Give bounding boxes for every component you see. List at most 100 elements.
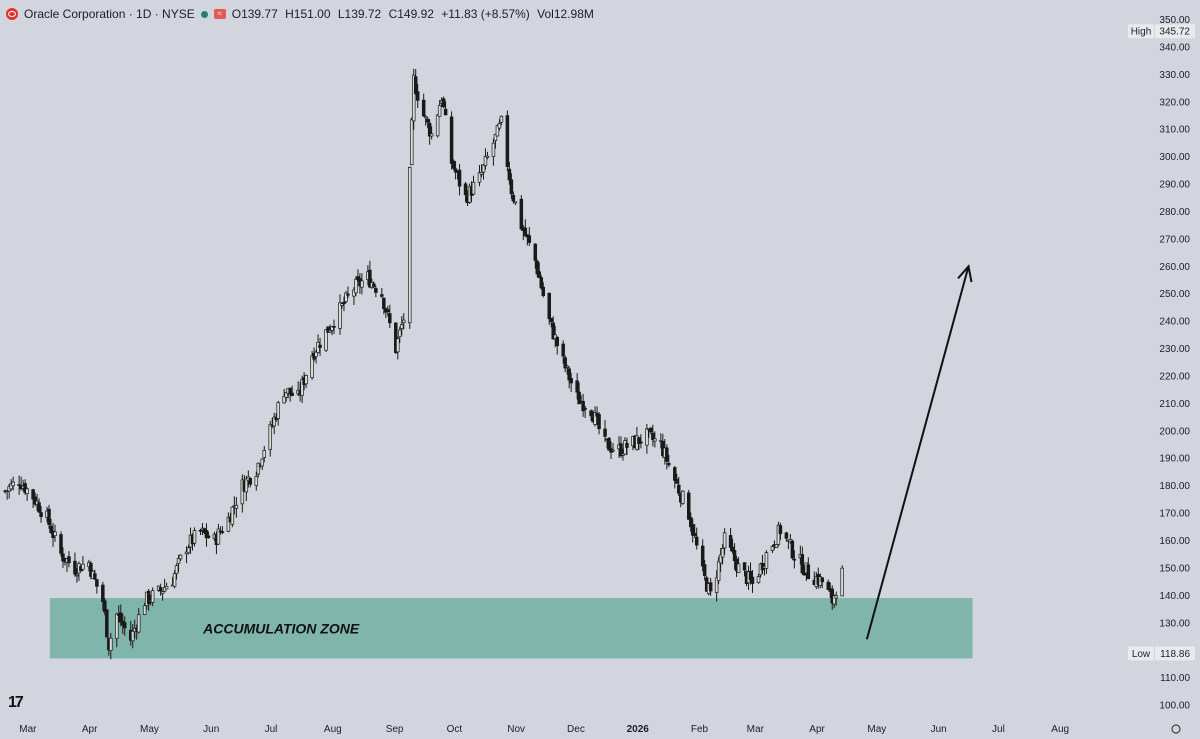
candle-body	[427, 122, 432, 137]
candle	[425, 117, 430, 129]
candle-body	[25, 488, 29, 494]
high-value-box	[1155, 24, 1195, 39]
candle-body	[702, 564, 707, 576]
price-tick-label: 260.00	[1159, 262, 1190, 273]
candle-body	[300, 378, 304, 396]
candle-body	[479, 171, 484, 175]
candle	[686, 489, 691, 520]
candle-body	[409, 119, 414, 166]
candle-body	[380, 294, 384, 297]
price-tick-label: 300.00	[1159, 152, 1190, 163]
candle	[93, 569, 97, 581]
candle	[254, 471, 259, 491]
axis-settings-icon[interactable]	[1171, 724, 1181, 734]
candle-body	[31, 489, 35, 500]
candle-body	[535, 260, 540, 275]
candle	[268, 420, 272, 457]
candle-body	[806, 564, 811, 579]
candle	[332, 319, 336, 334]
candle	[176, 554, 181, 573]
tradingview-logo[interactable]: 17	[8, 694, 24, 711]
candle-body	[597, 414, 601, 429]
candle	[276, 400, 280, 426]
candle	[611, 442, 615, 453]
candle-body	[382, 297, 386, 309]
candle	[248, 477, 253, 488]
candle	[716, 556, 721, 585]
price-axis[interactable]: 100.00110.00120.00130.00140.00150.00160.…	[1128, 15, 1195, 712]
candle-body	[607, 437, 611, 451]
candle-body	[400, 324, 404, 329]
candle-body	[372, 283, 376, 287]
candle	[324, 329, 328, 352]
price-tick-label: 290.00	[1159, 180, 1190, 191]
low-key: L	[337, 7, 345, 21]
candle-body	[130, 630, 135, 642]
candle	[158, 583, 163, 596]
candle-body	[192, 530, 197, 544]
candle	[25, 487, 29, 501]
high-value: 151.00	[293, 7, 331, 21]
candle-body	[722, 532, 727, 549]
candle-body	[692, 533, 697, 536]
candle	[778, 522, 783, 540]
candle	[409, 117, 414, 166]
candle	[702, 560, 707, 581]
price-tick-label: 220.00	[1159, 371, 1190, 382]
candle-body	[716, 560, 721, 581]
candle-body	[330, 326, 334, 331]
candle-body	[318, 344, 322, 348]
candle	[485, 151, 490, 160]
candle	[437, 99, 442, 117]
candle	[310, 351, 314, 380]
time-axis[interactable]: Mar Apr May Jun Jul Aug Sep Oct Nov Dec 2026 Feb Mar…	[19, 724, 1181, 735]
candle	[790, 539, 795, 560]
candle	[720, 544, 725, 565]
price-tick-label: 230.00	[1159, 344, 1190, 355]
candle	[637, 437, 641, 451]
candle-body	[441, 98, 446, 108]
candle	[81, 556, 85, 571]
candle-body	[174, 565, 179, 574]
low-marker-label: Low	[1132, 649, 1151, 660]
candle	[9, 479, 13, 492]
candle	[192, 527, 197, 547]
candle	[549, 317, 553, 328]
candle	[539, 275, 544, 290]
candle	[732, 543, 737, 570]
ohlc-readout: O139.77 H151.00 L139.72 C149.92 +11.83 (…	[232, 7, 598, 21]
candle-body	[262, 450, 267, 458]
price-tick-label: 140.00	[1159, 591, 1190, 602]
candle	[565, 364, 569, 375]
candle-body	[53, 531, 57, 536]
candle	[495, 124, 500, 137]
candle-body	[105, 609, 109, 638]
candle-body	[603, 428, 607, 437]
candle	[541, 282, 546, 298]
high-marker-value: 345.72	[1159, 27, 1190, 38]
candle-body	[23, 483, 27, 493]
candle	[537, 262, 542, 279]
candle-body	[234, 504, 239, 509]
candle-body	[750, 576, 755, 584]
candle	[575, 373, 579, 400]
candle	[360, 273, 364, 295]
candle	[39, 505, 43, 523]
candle	[681, 490, 685, 505]
candle	[443, 101, 448, 116]
candle-body	[563, 357, 567, 369]
candle	[792, 550, 797, 569]
candle	[449, 111, 454, 170]
candle-body	[340, 303, 344, 306]
candle-body	[511, 194, 516, 202]
candle	[748, 562, 753, 585]
candle	[700, 539, 705, 572]
candle	[61, 547, 65, 568]
time-tick-label: Jun	[931, 724, 947, 735]
candle-body	[449, 116, 454, 164]
candle	[493, 133, 498, 149]
candle-body	[186, 547, 191, 554]
symbol-label[interactable]: Oracle Corporation · 1D · NYSE	[24, 7, 195, 21]
time-tick-label: 2026	[627, 724, 650, 735]
